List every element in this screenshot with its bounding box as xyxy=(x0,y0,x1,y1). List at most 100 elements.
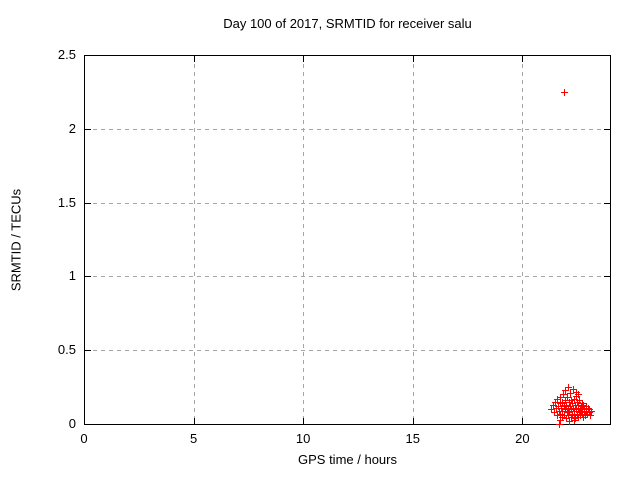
data-point-marker xyxy=(578,400,586,408)
data-point-marker xyxy=(583,410,591,418)
data-point-marker xyxy=(552,398,560,406)
data-point-marker xyxy=(583,407,591,415)
data-point-marker xyxy=(558,413,566,421)
x-tick-label: 5 xyxy=(189,431,198,446)
data-point-marker xyxy=(560,88,568,96)
data-point-marker xyxy=(577,403,585,411)
data-point-marker xyxy=(573,388,581,396)
data-point-marker xyxy=(575,413,582,421)
x-tick-mark xyxy=(303,56,305,62)
gridline-vertical xyxy=(522,56,524,423)
data-point-marker xyxy=(556,421,564,428)
data-point-marker xyxy=(582,403,590,411)
y-tick-label: 1 xyxy=(68,268,76,284)
data-point-marker xyxy=(565,384,573,392)
data-point-marker xyxy=(563,401,571,409)
data-point-marker xyxy=(580,401,588,409)
data-point-marker xyxy=(551,409,559,417)
data-point-marker xyxy=(566,390,574,397)
data-point-marker xyxy=(561,412,569,420)
data-point-marker xyxy=(570,412,578,420)
data-point-marker xyxy=(584,404,592,412)
y-tick-mark xyxy=(604,202,610,204)
gridline-vertical xyxy=(412,56,414,423)
data-point-marker xyxy=(578,410,586,418)
data-point-marker xyxy=(564,394,572,402)
gridline-horizontal xyxy=(85,128,609,130)
y-tick-label: 0 xyxy=(68,416,76,431)
data-point-marker xyxy=(569,385,577,393)
data-point-marker xyxy=(575,401,583,409)
gridline-vertical xyxy=(303,56,305,423)
data-point-marker xyxy=(587,412,595,420)
gridline-horizontal xyxy=(85,202,609,204)
y-tick-mark xyxy=(604,350,610,352)
x-tick-mark xyxy=(412,56,414,62)
data-point-marker xyxy=(548,406,556,414)
data-point-marker xyxy=(568,410,576,418)
x-tick-label: 15 xyxy=(405,431,420,446)
data-point-marker xyxy=(568,406,576,414)
x-axis-label: GPS time / hours xyxy=(298,452,397,467)
data-point-marker xyxy=(562,387,570,395)
data-point-marker xyxy=(586,406,594,414)
data-point-marker xyxy=(580,409,588,417)
data-point-marker xyxy=(572,392,580,400)
x-tick-mark xyxy=(303,418,305,424)
data-point-marker xyxy=(556,400,564,408)
x-tick-mark xyxy=(193,418,195,424)
x-tick-label: 0 xyxy=(80,431,88,446)
y-tick-mark xyxy=(85,202,91,204)
y-tick-mark xyxy=(85,55,91,56)
data-point-marker xyxy=(575,391,583,399)
data-point-marker xyxy=(574,398,582,406)
x-tick-mark xyxy=(412,418,414,424)
data-point-marker xyxy=(565,398,573,406)
data-point-marker xyxy=(573,404,581,412)
data-point-marker xyxy=(572,415,580,423)
data-point-marker xyxy=(562,415,570,423)
data-point-marker xyxy=(560,403,568,411)
data-point-marker xyxy=(569,400,577,408)
x-tick-mark xyxy=(193,56,195,62)
data-point-marker xyxy=(554,395,562,403)
data-point-marker xyxy=(588,407,596,415)
y-tick-mark xyxy=(604,128,610,130)
gridline-horizontal xyxy=(85,276,609,278)
data-point-marker xyxy=(557,410,565,418)
data-point-marker xyxy=(565,412,573,420)
data-point-marker xyxy=(561,397,569,405)
x-tick-label: 10 xyxy=(295,431,311,446)
data-point-marker xyxy=(562,406,570,414)
data-point-marker xyxy=(579,404,587,412)
data-point-marker xyxy=(564,404,572,412)
data-point-marker xyxy=(559,398,566,406)
plot-area-border xyxy=(84,55,611,425)
y-tick-label: 2 xyxy=(68,120,76,136)
data-point-marker xyxy=(553,404,561,412)
data-point-marker xyxy=(567,403,575,411)
data-point-marker xyxy=(577,412,585,420)
data-point-marker xyxy=(563,409,571,417)
data-point-marker xyxy=(578,407,586,415)
x-tick-mark xyxy=(84,418,85,424)
data-point-marker xyxy=(555,403,563,411)
data-point-marker xyxy=(579,413,587,421)
data-point-marker xyxy=(560,391,568,399)
y-tick-mark xyxy=(85,350,91,352)
data-point-marker xyxy=(553,412,561,420)
data-point-marker xyxy=(571,395,579,403)
data-point-marker xyxy=(557,394,565,402)
data-point-marker xyxy=(571,401,579,409)
y-tick-mark xyxy=(85,128,91,130)
data-point-marker xyxy=(557,404,565,412)
y-tick-mark xyxy=(85,424,91,425)
data-point-marker xyxy=(559,407,567,415)
y-tick-label: 0.5 xyxy=(57,342,76,358)
y-tick-mark xyxy=(85,276,91,278)
chart-title: Day 100 of 2017, SRMTID for receiver sal… xyxy=(223,16,472,31)
x-tick-mark xyxy=(522,418,524,424)
data-point-marker xyxy=(582,412,589,420)
data-point-marker xyxy=(555,407,563,415)
